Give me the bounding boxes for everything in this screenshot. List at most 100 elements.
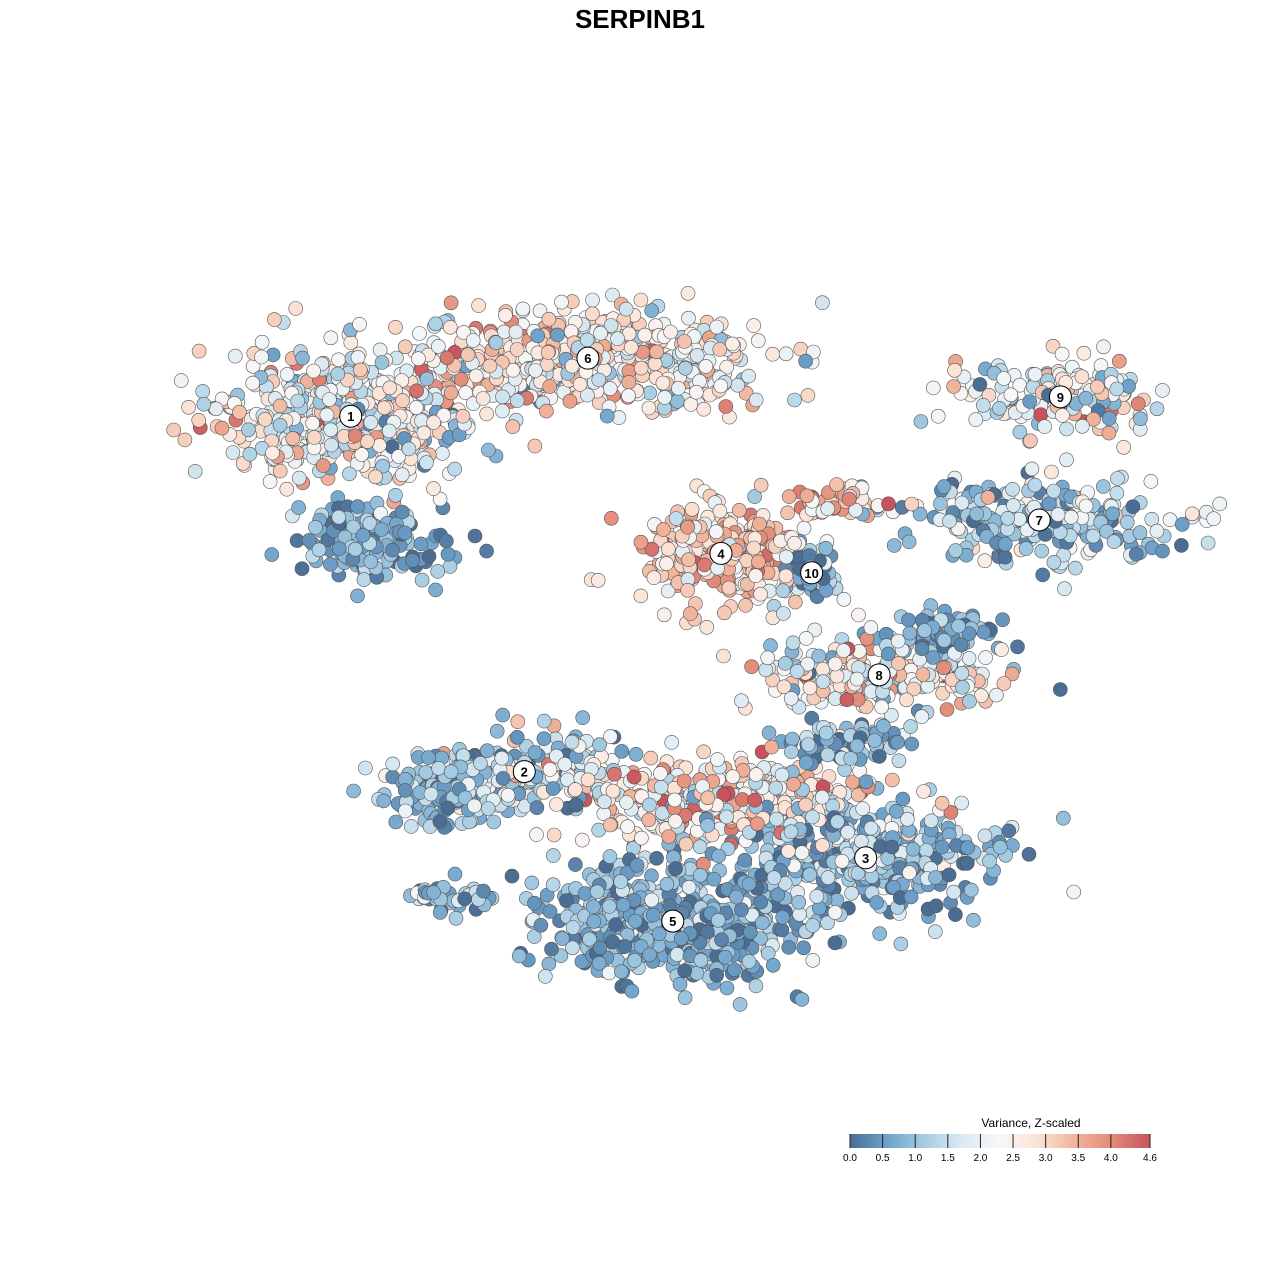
scatter-point	[608, 917, 624, 932]
scatter-point	[697, 557, 712, 573]
scatter-point	[718, 399, 734, 414]
scatter-point	[607, 766, 622, 782]
scatter-point	[719, 809, 734, 825]
legend-tick-label: 3.5	[1071, 1153, 1085, 1164]
scatter-point	[568, 857, 583, 872]
scatter-point	[291, 470, 307, 486]
scatter-point	[510, 714, 526, 730]
scatter-point	[644, 303, 660, 318]
scatter-point	[729, 889, 744, 905]
scatter-point	[1143, 474, 1159, 489]
scatter-point	[786, 776, 801, 792]
scatter-point	[996, 676, 1012, 691]
scatter-point	[775, 909, 790, 925]
scatter-point	[1059, 452, 1074, 468]
scatter-point	[899, 692, 914, 708]
scatter-point	[655, 375, 671, 391]
scatter-point	[1024, 461, 1040, 477]
scatter-point	[457, 891, 473, 907]
scatter-point	[614, 744, 630, 759]
scatter-point	[746, 540, 762, 556]
scatter-point	[902, 625, 918, 641]
scatter-point	[403, 819, 419, 834]
scatter-point	[768, 780, 784, 796]
scatter-point	[602, 849, 618, 864]
scatter-point	[942, 513, 957, 529]
scatter-point	[527, 745, 543, 760]
scatter-point	[798, 755, 814, 770]
legend-tick-label: 1.5	[941, 1153, 955, 1164]
scatter-point	[232, 404, 247, 420]
scatter-point	[903, 889, 919, 905]
scatter-point	[1034, 543, 1049, 559]
scatter-point	[621, 388, 636, 404]
scatter-point	[829, 668, 845, 684]
scatter-point	[749, 816, 765, 832]
scatter-point	[955, 679, 970, 695]
scatter-point	[618, 301, 634, 317]
scatter-point	[1055, 408, 1070, 423]
scatter-point	[1206, 511, 1221, 527]
scatter-point	[975, 397, 991, 413]
legend-tick-label: 2.0	[973, 1153, 987, 1164]
scatter-point	[730, 377, 746, 393]
scatter-point	[710, 912, 726, 928]
scatter-point	[692, 839, 708, 855]
scatter-point	[641, 400, 657, 416]
scatter-point	[684, 501, 700, 517]
scatter-point	[903, 719, 918, 734]
scatter-point	[680, 285, 696, 301]
scatter-point	[681, 552, 696, 568]
scatter-point	[568, 797, 584, 813]
scatter-point	[1050, 507, 1066, 522]
scatter-point	[397, 525, 413, 541]
scatter-point	[1184, 506, 1200, 522]
scatter-point	[376, 793, 392, 809]
scatter-point	[646, 570, 662, 586]
scatter-point	[776, 606, 791, 621]
scatter-point	[787, 535, 802, 551]
cluster-label-10: 10	[804, 566, 818, 581]
scatter-point	[1090, 379, 1105, 395]
scatter-point	[871, 749, 887, 764]
scatter-point	[542, 904, 558, 919]
scatter-point	[760, 650, 776, 666]
scatter-point	[912, 506, 928, 522]
scatter-point	[619, 795, 634, 810]
cluster-label-6: 6	[584, 351, 591, 366]
scatter-point	[267, 312, 282, 327]
scatter-point	[673, 931, 689, 946]
scatter-point	[590, 572, 606, 588]
scatter-point	[633, 588, 649, 604]
scatter-point	[486, 814, 502, 830]
scatter-point	[539, 403, 554, 419]
scatter-point	[617, 939, 633, 954]
scatter-point	[401, 441, 417, 457]
scatter-point	[1059, 421, 1074, 437]
scatter-point	[659, 876, 675, 892]
scatter-point	[834, 853, 850, 869]
scatter-point	[804, 710, 820, 726]
scatter-point	[627, 953, 642, 968]
scatter-point	[933, 496, 948, 511]
scatter-point	[927, 924, 943, 940]
scatter-point	[540, 345, 556, 360]
scatter-point	[748, 978, 764, 994]
scatter-point	[710, 752, 725, 767]
scatter-point	[738, 598, 753, 613]
scatter-point	[1068, 560, 1083, 576]
scatter-point	[791, 894, 807, 910]
scatter-point	[827, 905, 843, 920]
scatter-point	[633, 292, 649, 308]
scatter-point	[644, 541, 660, 557]
scatter-point	[585, 292, 600, 308]
scatter-point	[815, 295, 830, 311]
scatter-point	[753, 586, 768, 602]
scatter-point	[735, 792, 750, 807]
scatter-point	[545, 781, 561, 796]
scatter-point	[1096, 339, 1111, 355]
scatter-point	[936, 633, 952, 648]
scatter-point	[689, 348, 705, 363]
cluster-label-9: 9	[1057, 390, 1064, 405]
cluster-label-5: 5	[669, 914, 676, 929]
